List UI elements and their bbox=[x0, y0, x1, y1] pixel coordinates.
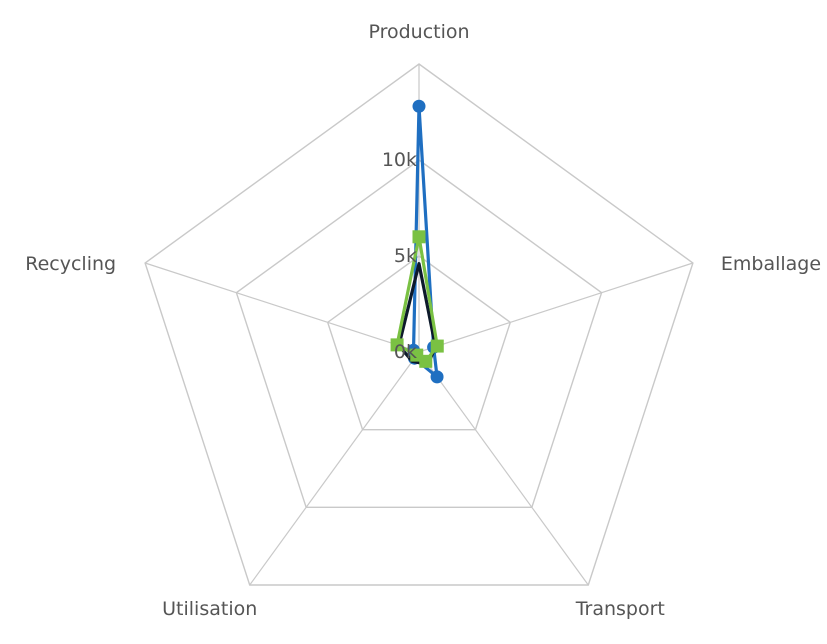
series-2-point-utilisation bbox=[410, 348, 424, 362]
category-label-emballage: Emballage bbox=[721, 253, 821, 275]
grid-ring-1 bbox=[326, 255, 512, 431]
tick-label-1: 5k bbox=[394, 245, 417, 267]
tick-label-0: 0k bbox=[394, 341, 417, 363]
category-label-transport: Transport bbox=[575, 598, 665, 620]
series-0-point-transport bbox=[430, 370, 444, 384]
spoke-transport bbox=[418, 351, 589, 586]
spoke-recycling bbox=[144, 262, 420, 353]
series-0-point-production bbox=[412, 99, 426, 113]
radar-grid bbox=[144, 63, 694, 586]
series-2-point-production bbox=[412, 230, 426, 244]
grid-ring-2 bbox=[235, 159, 603, 509]
spoke-emballage bbox=[418, 262, 694, 353]
category-label-recycling: Recycling bbox=[25, 253, 116, 275]
radar-labels: 0k 5k 10k Production Emballage Transport Utili… bbox=[25, 21, 821, 620]
grid-ring-3 bbox=[144, 63, 694, 586]
category-label-utilisation: Utilisation bbox=[162, 598, 257, 620]
series-2-point-emballage bbox=[430, 339, 444, 353]
tick-label-2: 10k bbox=[382, 149, 417, 171]
series-2-point-recycling bbox=[390, 338, 404, 352]
radar-series bbox=[390, 99, 444, 384]
spoke-utilisation bbox=[249, 351, 420, 586]
category-label-production: Production bbox=[368, 21, 469, 43]
